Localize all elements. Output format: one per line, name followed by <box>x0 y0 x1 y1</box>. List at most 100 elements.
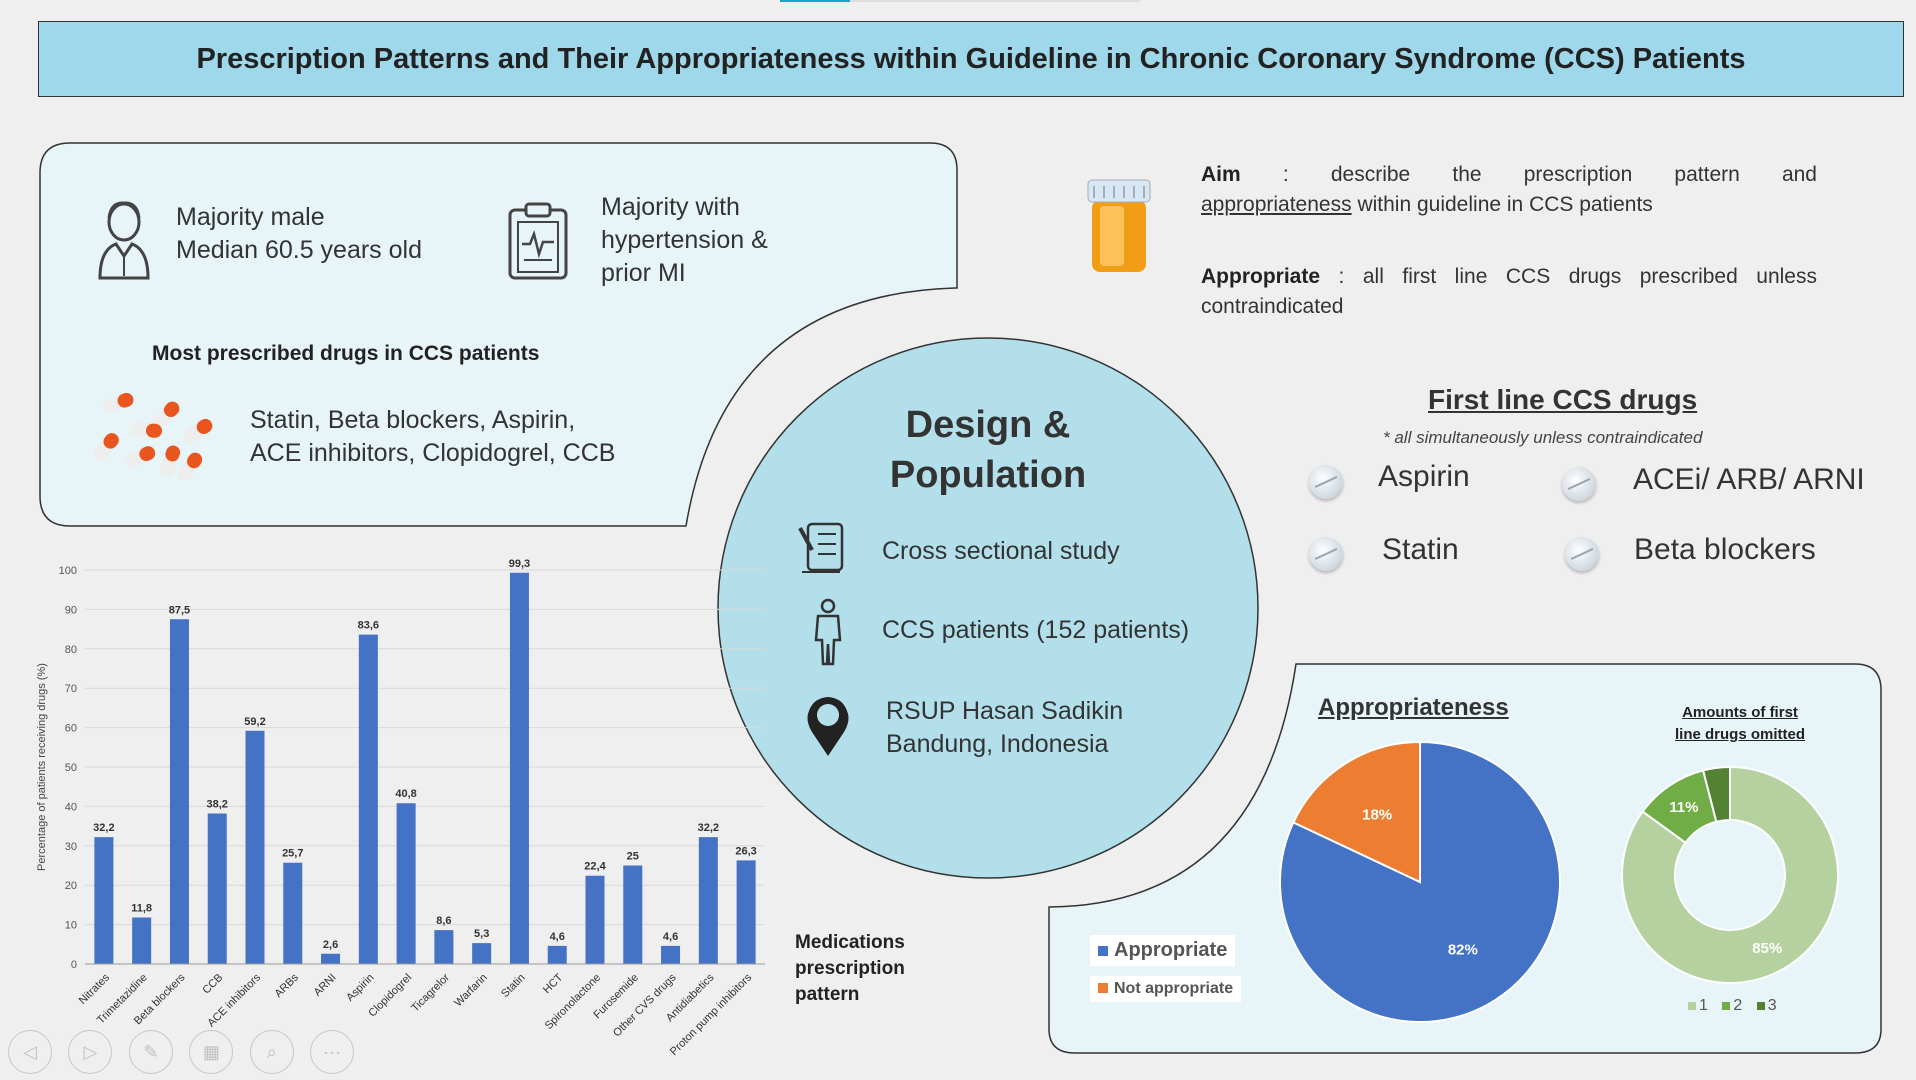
donut-legend: 1 2 3 <box>1688 997 1777 1015</box>
omitted-donut: 85% 11% <box>1621 765 1839 984</box>
history-line1: Majority with <box>601 193 740 221</box>
bar <box>736 860 756 964</box>
bar <box>283 862 303 964</box>
appropriate-label: Appropriate <box>1201 265 1321 288</box>
most-prescribed-line1: Statin, Beta blockers, Aspirin, <box>250 406 576 434</box>
aim-line1: Aim : describe the prescription pattern … <box>1201 160 1817 190</box>
more-options-button[interactable]: ··· <box>310 1030 355 1074</box>
progress-track <box>780 0 1140 2</box>
pen-tool-button[interactable]: ✎ <box>128 1030 173 1074</box>
aim-underlined: appropriateness <box>1201 193 1352 216</box>
y-tick-label: 20 <box>65 880 77 892</box>
x-tick-label: ARBs <box>273 971 302 1000</box>
bar-value-label: 87,5 <box>169 604 190 616</box>
donut-slice-label: 85% <box>1752 940 1782 957</box>
bar-value-label: 40,8 <box>395 788 416 800</box>
bar-value-label: 22,4 <box>584 861 606 873</box>
bar <box>509 572 529 964</box>
bar-chart: 0 10 20 30 40 50 60 70 80 90 100 Percentage of pati… <box>36 558 765 1058</box>
bar <box>623 865 643 964</box>
medications-caption: Medications prescription pattern <box>795 930 905 1008</box>
x-tick-label: Nitrates <box>77 971 113 1007</box>
bar-value-label: 32,2 <box>93 822 114 834</box>
x-tick-label: HCT <box>541 971 566 996</box>
bar <box>585 875 605 964</box>
upper-left-panel <box>39 142 958 527</box>
bar <box>547 945 567 964</box>
doctor-icon <box>98 201 150 280</box>
design-item-study: Cross sectional study <box>882 537 1120 565</box>
capsules-icon <box>93 392 213 482</box>
see-all-slides-button[interactable]: ▦ <box>189 1030 234 1074</box>
first-line-heading: First line CCS drugs <box>1428 384 1698 415</box>
slideshow-controls: ◁ ▷ ✎ ▦ ⌕ ··· <box>8 1030 366 1074</box>
zoom-button[interactable]: ⌕ <box>249 1030 294 1074</box>
demographics-line1: Majority male <box>176 203 325 231</box>
appropriateness-heading: Appropriateness <box>1318 694 1509 721</box>
design-title-line2: Population <box>889 454 1087 496</box>
design-item-location-line2: Bandung, Indonesia <box>886 730 1109 758</box>
legend-swatch <box>1722 1002 1731 1010</box>
pie-slice-label: 82% <box>1448 942 1478 959</box>
y-tick-label: 70 <box>65 683 77 695</box>
omitted-heading: Amounts of first line drugs omitted <box>1640 702 1840 746</box>
pie-slice <box>1291 740 1421 884</box>
donut-legend-2: 2 <box>1733 997 1743 1014</box>
bar-value-label: 4,6 <box>550 931 565 943</box>
bar-value-label: 59,2 <box>244 716 265 728</box>
bar-value-label: 99,3 <box>509 558 530 570</box>
y-tick-label: 100 <box>59 565 77 577</box>
legend-label-not-appropriate: Not appropriate <box>1114 980 1234 997</box>
first-line-note: * all simultaneously unless contraindica… <box>1383 428 1703 447</box>
bar-value-label: 8,6 <box>436 915 451 927</box>
design-title: Design & Population <box>838 400 1138 500</box>
bar <box>358 634 378 964</box>
bar <box>698 837 718 964</box>
first-line-drug-acei: ACEi/ ARB/ ARNI <box>1633 463 1865 496</box>
y-axis-label: Percentage of patients receiving drugs (… <box>36 663 48 871</box>
checklist-icon <box>798 522 844 573</box>
y-tick-label: 10 <box>65 920 77 932</box>
donut-slice <box>1701 765 1731 823</box>
previous-slide-button[interactable]: ◁ <box>8 1030 52 1074</box>
most-prescribed-heading: Most prescribed drugs in CCS patients <box>152 342 540 365</box>
next-slide-button[interactable]: ▷ <box>68 1030 113 1074</box>
history-line3: prior MI <box>601 259 686 287</box>
legend-appropriate: Appropriate <box>1090 935 1236 966</box>
appropriate-text: : all first line CCS drugs prescribed un… <box>1201 265 1817 318</box>
bar-value-label: 5,3 <box>474 928 489 940</box>
bar-value-label: 26,3 <box>735 845 756 857</box>
first-line-drug-aspirin: Aspirin <box>1378 460 1470 493</box>
demographics-line2: Median 60.5 years old <box>176 236 422 264</box>
legend-swatch <box>1098 946 1108 956</box>
design-circle <box>717 337 1259 879</box>
appropriateness-pie: 82% 18% <box>1279 740 1561 1023</box>
legend-label-appropriate: Appropriate <box>1114 939 1228 961</box>
y-tick-label: 80 <box>65 644 77 656</box>
x-tick-label: Statin <box>499 972 527 1000</box>
bar-value-label: 11,8 <box>131 903 152 915</box>
tablet-icon <box>1309 537 1343 571</box>
bar-value-label: 25 <box>627 851 639 863</box>
x-tick-label: Aspirin <box>344 972 376 1004</box>
y-tick-label: 90 <box>65 604 77 616</box>
medications-caption-line1: Medications <box>795 932 905 953</box>
design-item-location-line1: RSUP Hasan Sadikin <box>886 697 1124 725</box>
progress-fill <box>780 0 850 2</box>
legend-swatch <box>1756 1002 1765 1010</box>
x-tick-label: ARNI <box>312 972 339 999</box>
bar <box>207 813 227 964</box>
y-tick-label: 0 <box>71 959 77 971</box>
donut-slice <box>1621 765 1839 984</box>
design-item-patients: CCS patients (152 patients) <box>882 616 1190 644</box>
bar <box>132 917 152 964</box>
bar <box>321 953 341 964</box>
bar-value-label: 4,6 <box>663 931 678 943</box>
x-tick-label: Warfarin <box>452 972 490 1010</box>
y-tick-label: 60 <box>65 723 77 735</box>
bar <box>661 945 681 964</box>
x-tick-label: Ticagrelor <box>409 971 452 1014</box>
donut-legend-3: 3 <box>1767 997 1777 1014</box>
bar <box>472 943 492 964</box>
